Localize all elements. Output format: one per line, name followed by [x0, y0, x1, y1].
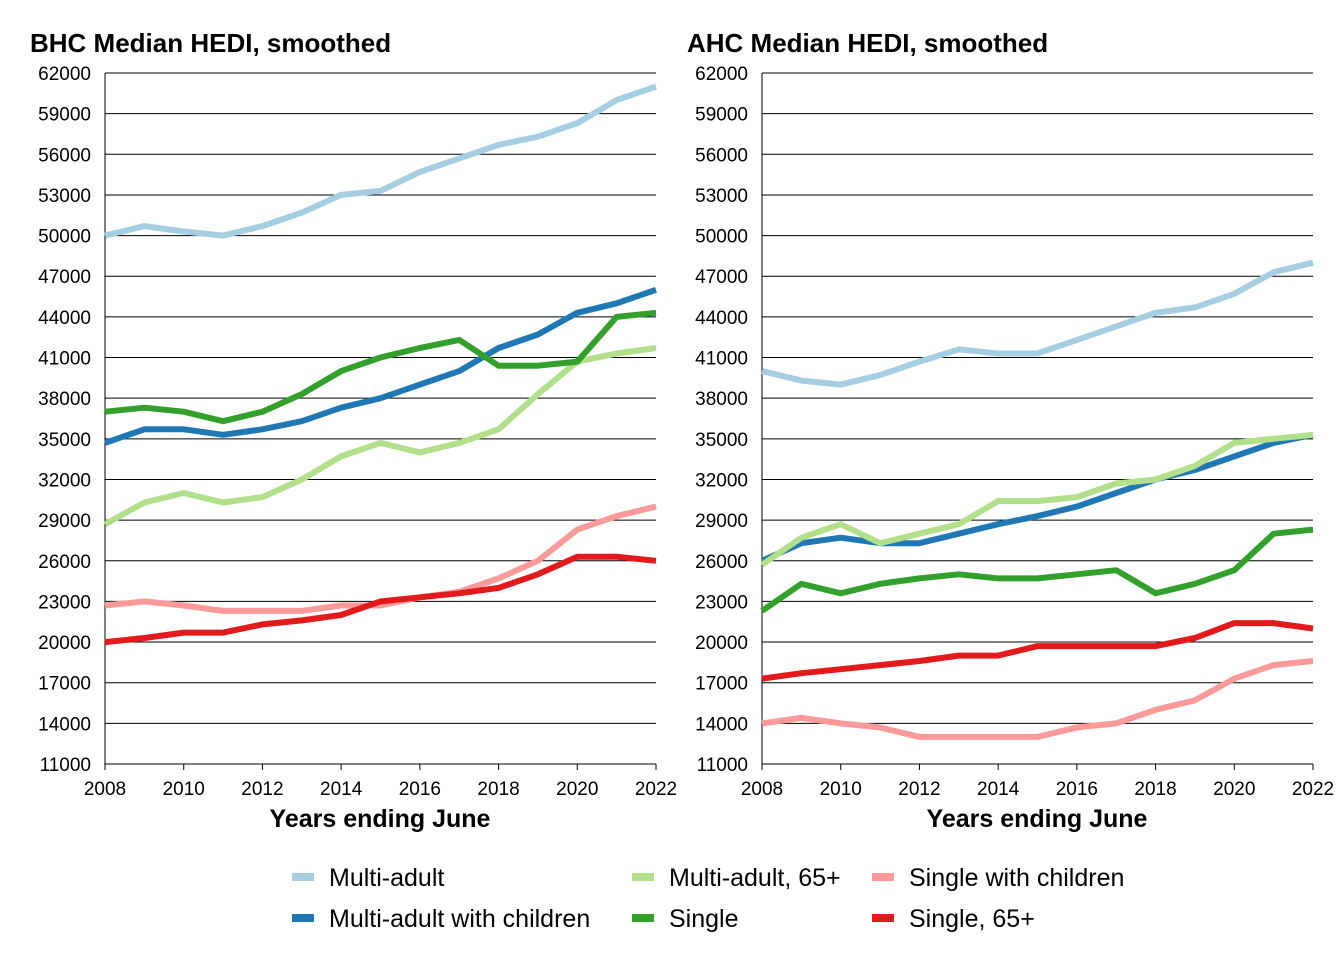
y-tick-label: 41000: [695, 349, 748, 370]
series-line-single-with-children: [104, 503, 657, 614]
y-tick-label: 44000: [38, 308, 91, 329]
y-tick-label: 32000: [38, 470, 91, 491]
y-tick-label: 14000: [695, 714, 748, 735]
x-tick-label: 2016: [399, 779, 441, 800]
legend-label: Multi-adult with children: [329, 905, 590, 933]
y-tick-label: 20000: [38, 633, 91, 654]
x-tick-label: 2016: [1056, 779, 1098, 800]
x-tick-label: 2010: [163, 779, 205, 800]
x-tick-label: 2020: [1213, 779, 1255, 800]
legend-label: Multi-adult, 65+: [669, 864, 841, 892]
y-tick-label: 41000: [38, 349, 91, 370]
y-tick-label: 59000: [38, 105, 91, 126]
series-line-single: [104, 309, 657, 425]
x-tick-label: 2012: [898, 779, 940, 800]
series-line-single-65: [761, 620, 1314, 682]
x-tick-label: 2014: [977, 779, 1020, 800]
y-tick-label: 26000: [695, 552, 748, 573]
series-line-multi-adult: [104, 83, 657, 239]
x-tick-label: 2008: [84, 779, 126, 800]
x-tick-label: 2014: [320, 779, 363, 800]
series-line-single-with-children: [761, 658, 1314, 740]
y-tick-label: 17000: [695, 674, 748, 695]
series-line-multi-adult-with-children: [760, 431, 1314, 564]
legend-label: Multi-adult: [329, 864, 444, 892]
legend-label: Single with children: [909, 864, 1124, 892]
x-tick-label: 2008: [741, 779, 783, 800]
y-tick-label: 29000: [695, 511, 748, 532]
y-tick-label: 20000: [695, 633, 748, 654]
y-tick-label: 56000: [695, 145, 748, 166]
y-tick-label: 50000: [38, 227, 91, 248]
x-axis-label: Years ending June: [270, 805, 491, 833]
y-tick-label: 23000: [38, 592, 91, 613]
y-tick-label: 32000: [695, 470, 748, 491]
x-tick-label: 2012: [241, 779, 283, 800]
y-tick-label: 53000: [695, 186, 748, 207]
panel-bhc: BHC Median HEDI, smoothed 11000 14000 17000…: [30, 28, 677, 833]
y-tick-label: 38000: [38, 389, 91, 410]
series-line-multi-adult-with-children: [104, 286, 657, 446]
y-tick-label: 62000: [38, 64, 91, 85]
y-tick-label: 56000: [38, 145, 91, 166]
y-tick-label: 17000: [38, 674, 91, 695]
x-tick-label: 2018: [1134, 779, 1176, 800]
series-line-single: [760, 526, 1314, 614]
y-tick-label: 29000: [38, 511, 91, 532]
series-line-multi-adult-65: [103, 345, 657, 527]
y-tick-label: 62000: [695, 64, 748, 85]
x-tick-label: 2010: [820, 779, 862, 800]
x-tick-label: 2020: [556, 779, 598, 800]
y-tick-label: 38000: [695, 389, 748, 410]
panel-title: AHC Median HEDI, smoothed: [687, 28, 1048, 58]
series-line-multi-adult: [761, 259, 1314, 388]
y-tick-label: 26000: [38, 552, 91, 573]
y-tick-label: 11000: [697, 755, 748, 776]
legend-label: Single, 65+: [909, 905, 1035, 933]
series-line-single-65: [104, 553, 657, 646]
legend-label: Single: [669, 905, 739, 933]
legend: Multi-adult Multi-adult, 65+ Single with c…: [292, 864, 1124, 933]
y-tick-label: 11000: [40, 755, 91, 776]
y-tick-label: 35000: [38, 430, 91, 451]
x-axis-label: Years ending June: [927, 805, 1148, 833]
y-tick-label: 47000: [695, 267, 748, 288]
y-tick-label: 47000: [38, 267, 91, 288]
panel-ahc: AHC Median HEDI, smoothed 11000 14000 17000…: [687, 28, 1334, 833]
x-tick-label: 2018: [477, 779, 519, 800]
panel-title: BHC Median HEDI, smoothed: [30, 28, 391, 58]
y-tick-label: 35000: [695, 430, 748, 451]
x-tick-label: 2022: [635, 779, 677, 800]
y-tick-label: 53000: [38, 186, 91, 207]
y-tick-label: 50000: [695, 227, 748, 248]
y-tick-label: 23000: [695, 592, 748, 613]
y-tick-label: 59000: [695, 105, 748, 126]
x-tick-label: 2022: [1292, 779, 1334, 800]
y-tick-label: 44000: [695, 308, 748, 329]
y-tick-label: 14000: [38, 714, 91, 735]
series-line-multi-adult-65: [760, 431, 1314, 568]
